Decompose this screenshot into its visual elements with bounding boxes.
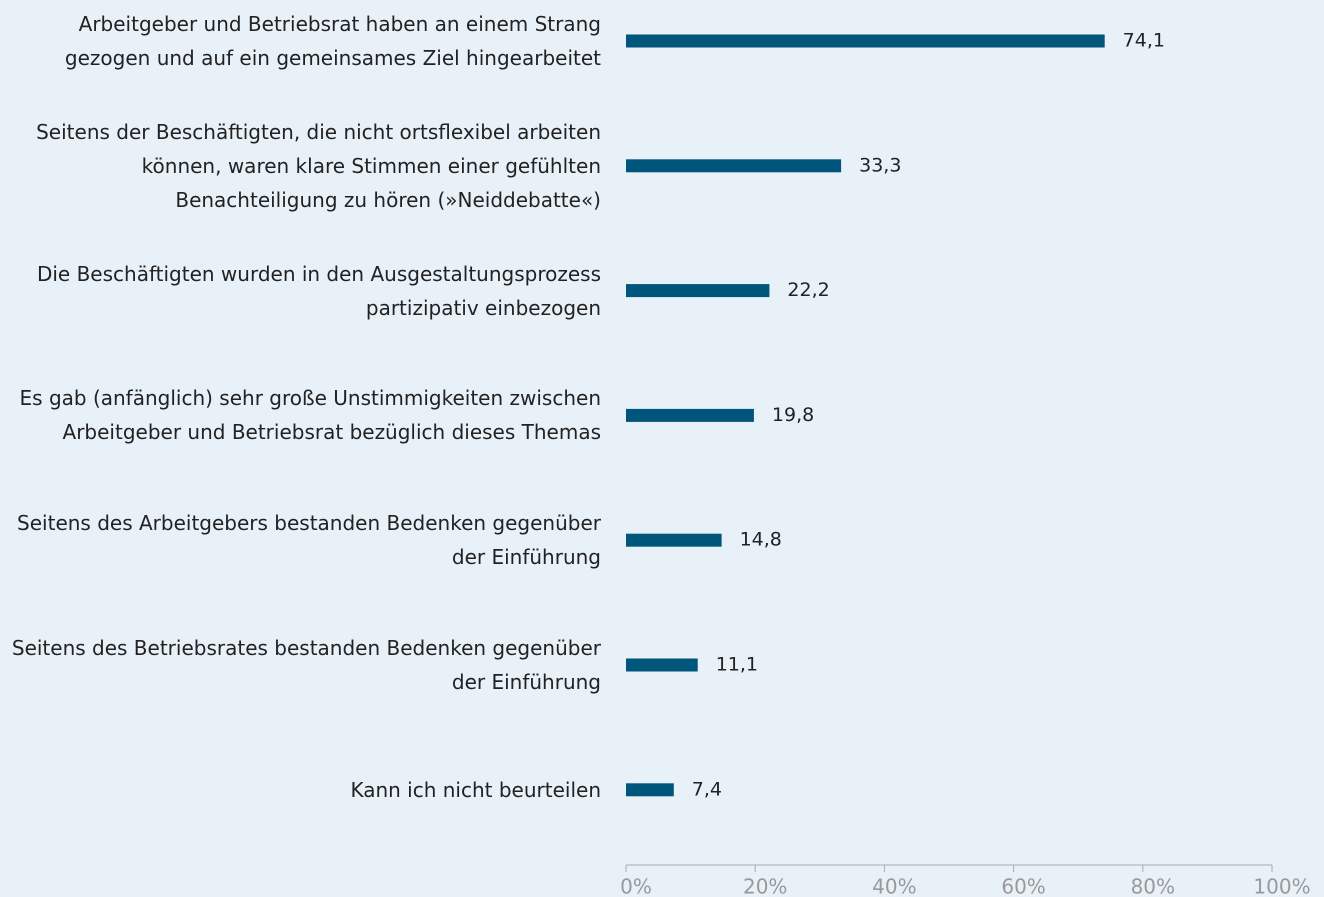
value-label: 74,1 xyxy=(1123,30,1165,52)
category-label: Seitens der Beschäftigten, die nicht ort… xyxy=(36,119,601,212)
bar xyxy=(626,159,842,173)
category-label: Es gab (anfänglich) sehr große Unstimmig… xyxy=(19,386,601,445)
bar xyxy=(626,408,754,422)
x-tick-label: 0% xyxy=(620,875,652,897)
x-tick-label: 20% xyxy=(743,875,787,897)
category-label: Kann ich nicht beurteilen xyxy=(350,777,601,802)
category-label: Arbeitgeber und Betriebsrat haben an ein… xyxy=(64,12,601,70)
x-tick-label: 100% xyxy=(1253,875,1310,897)
x-tick-label: 80% xyxy=(1131,875,1175,897)
bar xyxy=(626,34,1105,48)
x-tick-label: 60% xyxy=(1001,875,1045,897)
value-label: 22,2 xyxy=(787,279,829,301)
bar xyxy=(626,284,770,298)
value-label: 19,8 xyxy=(772,404,814,426)
bar xyxy=(626,533,722,547)
category-label: Seitens des Betriebsrates bestanden Bede… xyxy=(11,636,601,694)
bar xyxy=(626,783,674,797)
value-label: 7,4 xyxy=(692,778,722,800)
bar xyxy=(626,658,698,672)
category-label: Die Beschäftigten wurden in den Ausgesta… xyxy=(36,261,601,320)
x-tick-label: 40% xyxy=(872,875,916,897)
value-label: 14,8 xyxy=(740,529,782,551)
category-label: Seitens des Arbeitgebers bestanden Beden… xyxy=(17,511,601,570)
value-label: 11,1 xyxy=(716,654,758,676)
value-label: 33,3 xyxy=(859,154,901,176)
